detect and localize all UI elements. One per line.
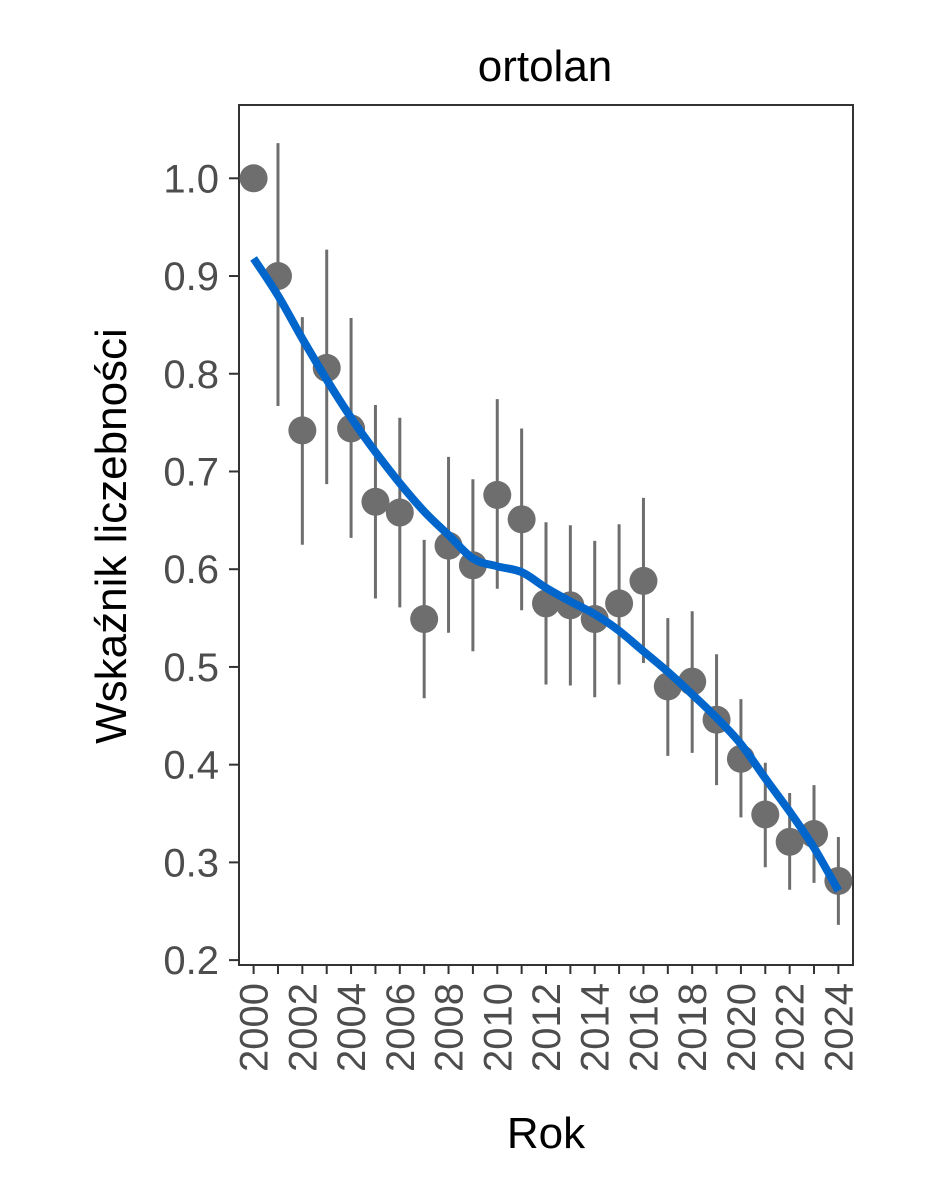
y-axis: 0.2 0.3 0.4 0.5 0.6 0.7 0.8 0.9 1.0	[163, 157, 239, 983]
y-tick-label: 0.3	[163, 841, 219, 885]
x-tick-label: 2018	[671, 983, 715, 1072]
y-axis-title: Wskaźnik liczebności	[87, 328, 136, 744]
x-tick-label: 2024	[817, 983, 861, 1072]
y-tick-label: 0.5	[163, 646, 219, 690]
x-tick-label: 2020	[720, 983, 764, 1072]
trend-line	[250, 256, 842, 893]
y-tick-label: 0.7	[163, 450, 219, 494]
data-point	[605, 589, 634, 618]
y-tick-label: 1.0	[163, 157, 219, 201]
data-point	[385, 498, 414, 527]
data-point	[410, 605, 439, 634]
x-tick-label: 2000	[233, 983, 277, 1072]
x-axis: 2000 2002 2004 2006 2008 2010 2012 2014 2016 2018…	[233, 965, 861, 1072]
x-tick-label: 2014	[574, 983, 618, 1072]
data-point	[361, 487, 390, 516]
y-tick-label: 0.2	[163, 939, 219, 983]
x-axis-title: Rok	[507, 1109, 586, 1158]
x-tick-label: 2008	[428, 983, 472, 1072]
x-tick-label: 2022	[769, 983, 813, 1072]
x-tick-label: 2010	[476, 983, 520, 1072]
data-point	[751, 800, 780, 829]
x-tick-label: 2012	[525, 983, 569, 1072]
data-point	[775, 827, 804, 856]
data-point	[239, 164, 268, 193]
x-tick-label: 2004	[330, 983, 374, 1072]
data-point	[483, 480, 512, 509]
x-tick-label: 2016	[622, 983, 666, 1072]
y-tick-label: 0.6	[163, 548, 219, 592]
data-point	[288, 416, 317, 445]
x-tick-label: 2006	[379, 983, 423, 1072]
y-tick-label: 0.4	[163, 744, 219, 788]
y-tick-label: 0.9	[163, 255, 219, 299]
data-point	[507, 505, 536, 534]
x-tick-label: 2002	[281, 983, 325, 1072]
y-tick-label: 0.8	[163, 353, 219, 397]
data-point	[629, 566, 658, 595]
chart-title: ortolan	[478, 42, 613, 91]
